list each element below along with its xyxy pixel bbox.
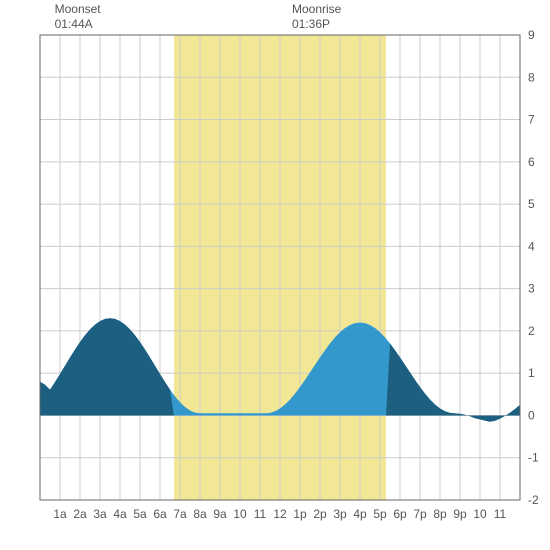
tide-chart: Moonset 01:44A Moonrise 01:36P 1a2a3a4a5… — [0, 0, 550, 550]
moonrise-title: Moonrise — [292, 2, 341, 16]
x-tick-label: 7a — [173, 507, 187, 521]
x-tick-label: 8a — [193, 507, 207, 521]
x-tick-label: 11 — [494, 507, 507, 521]
x-tick-label: 1p — [293, 507, 307, 521]
moonrise-time: 01:36P — [292, 17, 330, 31]
x-tick-label: 12 — [273, 507, 287, 521]
y-tick-label: -1 — [528, 451, 539, 465]
y-tick-label: 5 — [528, 197, 535, 211]
moonset-time: 01:44A — [55, 17, 93, 31]
moonset-label: Moonset 01:44A — [55, 2, 101, 32]
y-tick-label: 1 — [528, 366, 535, 380]
y-tick-label: -2 — [528, 493, 539, 507]
x-tick-label: 10 — [473, 507, 487, 521]
x-tick-label: 5a — [133, 507, 147, 521]
x-tick-label: 7p — [413, 507, 427, 521]
x-tick-label: 1a — [53, 507, 67, 521]
moonrise-label: Moonrise 01:36P — [292, 2, 341, 32]
x-tick-label: 2p — [313, 507, 327, 521]
y-tick-label: 3 — [528, 282, 535, 296]
x-tick-label: 3p — [333, 507, 347, 521]
x-tick-label: 11 — [254, 507, 267, 521]
y-tick-label: 0 — [528, 408, 535, 422]
y-tick-label: 7 — [528, 113, 535, 127]
moonset-title: Moonset — [55, 2, 101, 16]
x-tick-label: 9a — [213, 507, 227, 521]
y-tick-label: 9 — [528, 28, 535, 42]
x-tick-label: 5p — [373, 507, 387, 521]
x-tick-label: 4a — [113, 507, 127, 521]
y-tick-label: 8 — [528, 70, 535, 84]
x-tick-label: 2a — [73, 507, 87, 521]
x-tick-label: 10 — [233, 507, 247, 521]
x-tick-label: 8p — [433, 507, 447, 521]
y-tick-label: 6 — [528, 155, 535, 169]
x-tick-label: 9p — [453, 507, 467, 521]
x-tick-label: 3a — [93, 507, 107, 521]
y-tick-label: 4 — [528, 239, 535, 253]
y-tick-label: 2 — [528, 324, 535, 338]
chart-svg: 1a2a3a4a5a6a7a8a9a1011121p2p3p4p5p6p7p8p… — [0, 0, 550, 550]
x-tick-label: 4p — [353, 507, 367, 521]
x-tick-label: 6p — [393, 507, 407, 521]
x-tick-label: 6a — [153, 507, 167, 521]
